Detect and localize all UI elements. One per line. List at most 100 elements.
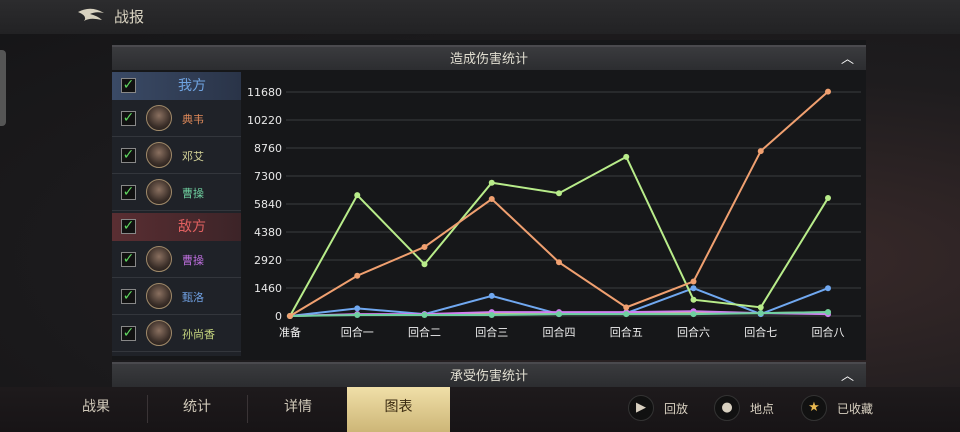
avatar: [146, 105, 172, 131]
collapse-chevron-icon[interactable]: ︿: [840, 369, 854, 384]
unit-name: 典韦: [182, 113, 204, 126]
data-point: [825, 309, 831, 316]
data-point: [757, 310, 764, 317]
data-point: [354, 312, 361, 319]
data-point: [825, 88, 831, 95]
data-point: [421, 261, 428, 268]
unit-row[interactable]: ✓ 邓艾: [112, 137, 241, 174]
checkbox[interactable]: ✓: [121, 110, 136, 126]
unit-row[interactable]: ✓ 孙尚香: [112, 315, 241, 352]
data-point: [354, 192, 361, 199]
replay-label: 回放: [664, 402, 689, 416]
collapse-chevron-icon[interactable]: ︿: [840, 52, 854, 67]
data-point: [623, 311, 630, 318]
divider: [247, 395, 248, 423]
play-icon: ▶: [628, 395, 654, 421]
data-point: [421, 243, 428, 250]
data-point: [287, 313, 293, 319]
y-tick-label: 4380: [254, 226, 282, 239]
unit-filter-list: ✓ 我方 ✓ 典韦 ✓ 邓艾 ✓ 曹操 ✓ 敌方 ✓ 曹操 ✓ 甄洛 ✓ 孙尚香: [112, 72, 241, 356]
x-tick-label: 回合四: [543, 325, 576, 339]
y-tick-label: 0: [275, 310, 282, 323]
data-point: [488, 196, 495, 203]
data-point: [623, 304, 630, 311]
page-title: 战报: [114, 8, 145, 26]
checkbox[interactable]: ✓: [121, 251, 136, 267]
side-drawer-handle[interactable]: [0, 50, 6, 126]
unit-name: 孙尚香: [182, 328, 215, 341]
checkbox[interactable]: ✓: [121, 288, 136, 304]
y-tick-label: 1460: [254, 282, 282, 295]
location-label: 地点: [750, 402, 775, 416]
checkbox[interactable]: ✓: [121, 218, 136, 234]
y-tick-label: 10220: [247, 114, 282, 127]
group-ally[interactable]: ✓ 我方: [112, 72, 241, 100]
avatar: [146, 142, 172, 168]
y-tick-label: 11680: [247, 86, 282, 99]
checkbox[interactable]: ✓: [121, 325, 136, 341]
data-point: [556, 259, 562, 266]
unit-name: 曹操: [182, 254, 204, 267]
data-point: [690, 311, 697, 318]
avatar: [146, 246, 172, 272]
section-title: 造成伤害统计: [449, 52, 528, 67]
group-label: 敌方: [178, 219, 206, 235]
location-pin-icon: ●: [714, 395, 740, 421]
data-point: [556, 190, 562, 197]
data-point: [488, 312, 495, 319]
unit-row[interactable]: ✓ 甄洛: [112, 278, 241, 315]
damage-line-chart: 0 1460 2920 4380 5840 7300 8760 10220 11680 准备 回合一…: [247, 86, 861, 339]
data-point: [825, 285, 831, 292]
avatar: [146, 283, 172, 309]
top-bar: 战报: [0, 0, 960, 34]
divider: [147, 395, 148, 423]
x-tick-label: 回合二: [408, 325, 441, 339]
unit-row[interactable]: ✓ 典韦: [112, 100, 241, 137]
checkbox[interactable]: ✓: [121, 147, 136, 163]
data-point: [690, 296, 697, 303]
group-label: 我方: [178, 78, 206, 94]
data-point: [488, 179, 495, 186]
section-title: 承受伤害统计: [449, 369, 528, 384]
section-header-damage-dealt[interactable]: 造成伤害统计 ︿: [112, 45, 866, 70]
tab-details[interactable]: 详情: [284, 399, 312, 415]
back-icon[interactable]: [76, 7, 106, 25]
data-point: [825, 195, 831, 202]
section-header-damage-taken[interactable]: 承受伤害统计 ︿: [112, 362, 866, 387]
tab-results[interactable]: 战果: [82, 399, 110, 415]
x-tick-label: 回合七: [744, 325, 777, 339]
unit-name: 邓艾: [182, 150, 204, 163]
tab-stats[interactable]: 统计: [183, 399, 211, 415]
avatar: [146, 320, 172, 346]
checkbox[interactable]: ✓: [121, 184, 136, 200]
tab-chart[interactable]: 图表: [347, 387, 450, 432]
x-tick-label: 准备: [279, 325, 301, 339]
y-tick-label: 7300: [254, 170, 282, 183]
x-tick-label: 回合八: [812, 325, 845, 339]
data-point: [757, 148, 764, 155]
data-point: [757, 304, 764, 311]
data-point: [690, 285, 697, 292]
group-enemy[interactable]: ✓ 敌方: [112, 213, 241, 241]
avatar: [146, 179, 172, 205]
unit-row[interactable]: ✓ 曹操: [112, 174, 241, 211]
checkbox[interactable]: ✓: [121, 77, 136, 93]
unit-row[interactable]: ✓ 曹操: [112, 241, 241, 278]
data-point: [623, 153, 630, 160]
series-line: [289, 155, 829, 317]
data-point: [690, 278, 697, 285]
y-tick-label: 5840: [254, 198, 282, 211]
data-point: [556, 311, 562, 318]
data-point: [488, 292, 495, 299]
favorite-label: 已收藏: [837, 402, 874, 416]
data-point: [421, 312, 428, 319]
data-point: [354, 272, 361, 279]
data-point: [354, 305, 361, 312]
y-tick-label: 2920: [254, 254, 282, 267]
bottom-bar: 战果 统计 详情 图表 ▶ 回放 ● 地点 ★ 已收藏: [0, 387, 960, 432]
star-icon: ★: [801, 395, 827, 421]
unit-name: 甄洛: [182, 291, 204, 304]
x-tick-label: 回合一: [341, 325, 374, 339]
x-tick-label: 回合三: [475, 325, 508, 339]
unit-name: 曹操: [182, 187, 204, 200]
